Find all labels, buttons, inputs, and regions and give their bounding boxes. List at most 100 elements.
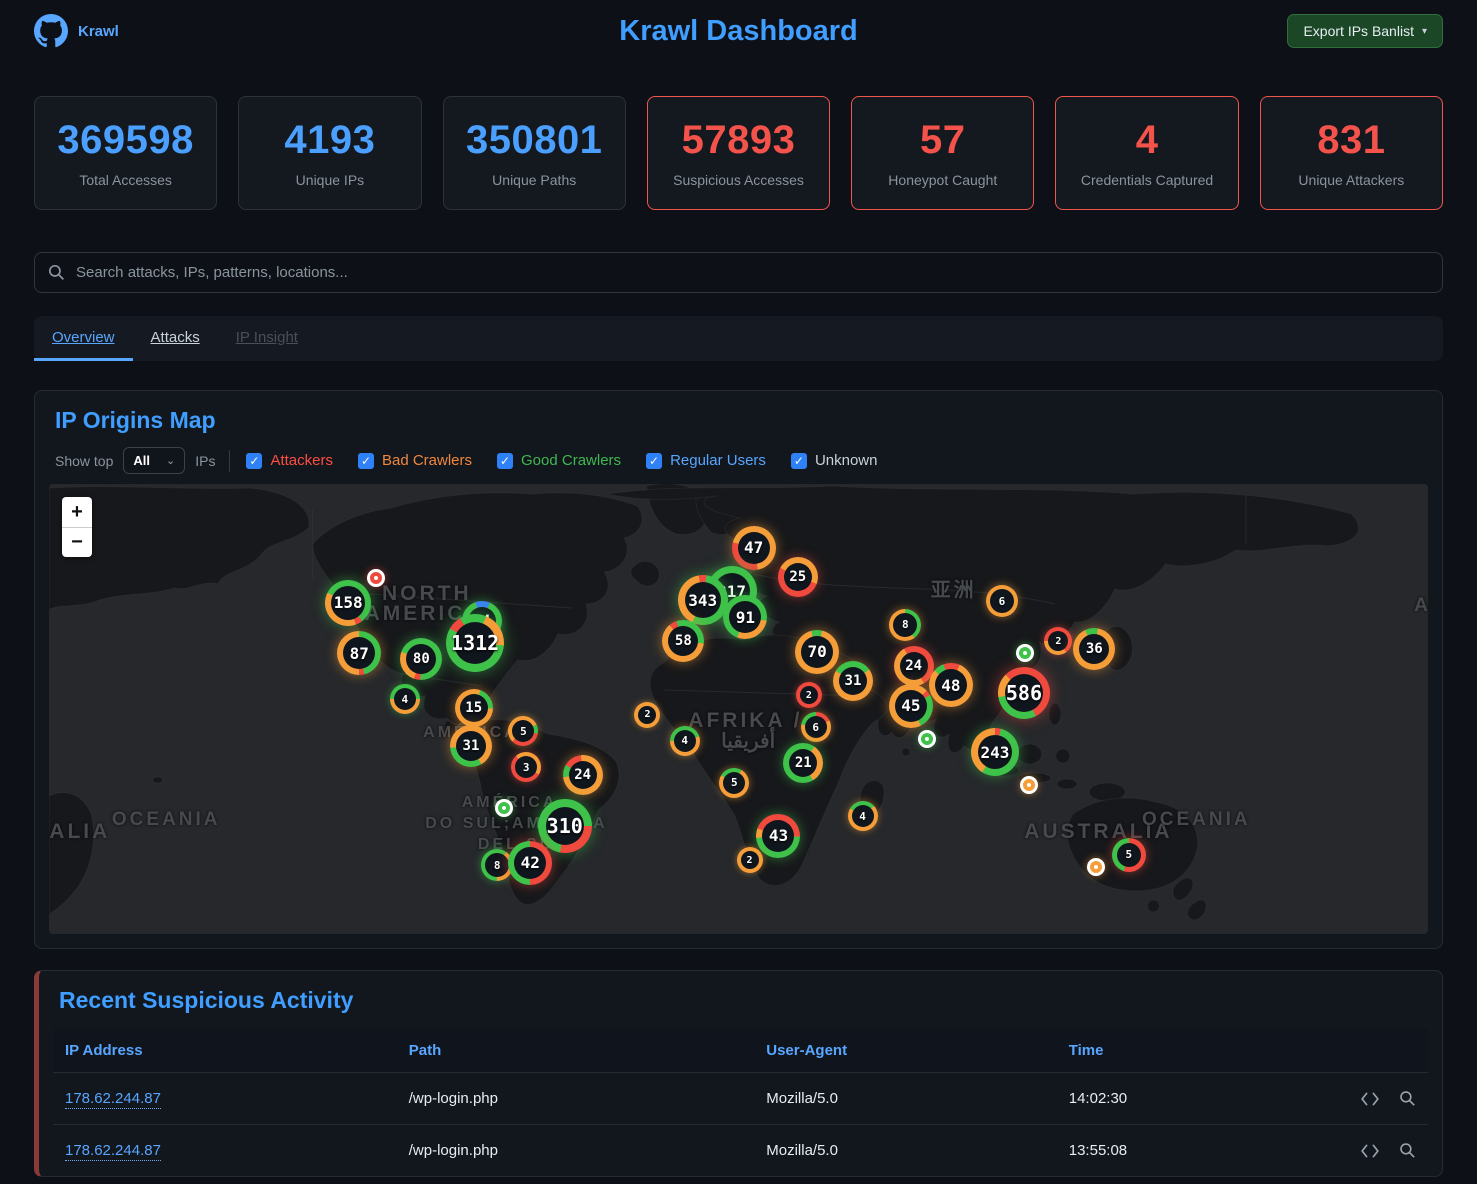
checkbox-checked-icon[interactable]: ✓ — [790, 452, 807, 469]
inspect-icon[interactable] — [1399, 1142, 1416, 1159]
ip-cluster-marker[interactable]: 4 — [669, 725, 700, 756]
ip-cluster-marker[interactable]: 5 — [719, 767, 750, 798]
tab-overview[interactable]: Overview — [34, 316, 133, 361]
ip-cluster-marker[interactable]: 8 — [481, 849, 514, 882]
checkbox-checked-icon[interactable]: ✓ — [497, 452, 514, 469]
ip-cluster-marker[interactable]: 2 — [736, 847, 763, 874]
tab-ip-insight[interactable]: IP Insight — [235, 328, 298, 346]
column-header-actions — [1291, 1029, 1429, 1073]
single-ip-marker[interactable] — [366, 569, 385, 588]
ip-cluster-marker[interactable]: 25 — [777, 557, 818, 598]
ip-cluster-marker[interactable]: 2 — [1044, 627, 1073, 656]
time-cell: 14:02:30 — [1056, 1072, 1291, 1125]
ip-cluster-marker[interactable]: 21 — [783, 743, 824, 783]
single-ip-marker-core — [1027, 783, 1032, 788]
checkbox-checked-icon[interactable]: ✓ — [357, 452, 374, 469]
ip-cluster-marker[interactable]: 3 — [511, 752, 542, 783]
ip-cluster-marker[interactable]: 586 — [997, 666, 1050, 719]
stat-card-unique-attackers: 831 Unique Attackers — [1259, 96, 1443, 210]
ip-cluster-marker[interactable]: 58 — [662, 620, 705, 663]
view-code-icon[interactable] — [1361, 1143, 1379, 1159]
legend-item-attackers[interactable]: ✓ Attackers — [246, 452, 333, 469]
ip-cluster-marker[interactable]: 43 — [756, 813, 801, 858]
single-ip-marker[interactable] — [495, 799, 514, 817]
ip-cluster-marker[interactable]: 5 — [508, 716, 539, 747]
ip-cluster-marker[interactable]: 243 — [970, 728, 1019, 777]
single-ip-marker[interactable] — [1086, 857, 1105, 876]
ip-cluster-marker[interactable]: 42 — [508, 840, 553, 885]
single-ip-marker[interactable] — [1020, 776, 1039, 795]
stat-value: 57 — [920, 118, 966, 162]
ip-cluster-count: 21 — [789, 749, 818, 777]
single-ip-marker-core — [502, 806, 507, 810]
ip-cluster-marker[interactable]: 70 — [795, 629, 840, 674]
ip-cluster-marker[interactable]: 24 — [562, 755, 603, 796]
column-header-path: Path — [408, 1042, 442, 1059]
world-map[interactable]: + − NORTHAMERICAAMÉRICAAMÉRICADO SUL;AMÉ… — [49, 484, 1428, 934]
column-header-user-agent: User-Agent — [766, 1042, 848, 1059]
ip-cluster-marker[interactable]: 5 — [1111, 837, 1146, 872]
export-banlist-button[interactable]: Export IPs Banlist ▾ — [1287, 14, 1443, 48]
ip-cluster-marker[interactable]: 2 — [634, 701, 661, 728]
search-input[interactable] — [76, 264, 1429, 281]
ip-cluster-marker[interactable]: 24 — [893, 645, 934, 686]
ip-cluster-marker[interactable]: 36 — [1073, 628, 1116, 671]
view-code-icon[interactable] — [1361, 1091, 1379, 1107]
ip-cluster-marker[interactable]: 158 — [325, 579, 372, 626]
ip-cluster-count: 45 — [894, 689, 927, 722]
legend-item-bad-crawlers[interactable]: ✓ Bad Crawlers — [357, 452, 473, 469]
checkbox-checked-icon[interactable]: ✓ — [646, 452, 663, 469]
ip-cluster-marker[interactable]: 8 — [889, 608, 922, 641]
ip-cluster-marker[interactable]: 31 — [832, 661, 873, 702]
table-header-row: IP Address Path User-Agent Time — [53, 1029, 1428, 1073]
ip-cluster-marker[interactable]: 47 — [731, 525, 776, 570]
zoom-out-button[interactable]: − — [62, 527, 92, 557]
export-banlist-label: Export IPs Banlist — [1303, 23, 1414, 39]
ip-cluster-marker[interactable]: 310 — [537, 799, 592, 853]
ip-cluster-marker[interactable]: 1312 — [446, 613, 505, 672]
single-ip-marker-core — [1023, 651, 1028, 656]
inspect-icon[interactable] — [1399, 1090, 1416, 1107]
ip-cluster-marker[interactable]: 91 — [723, 595, 768, 640]
single-ip-marker-ring — [921, 733, 934, 746]
column-header-ip-address: IP Address — [65, 1042, 143, 1059]
checkbox-checked-icon[interactable]: ✓ — [246, 452, 263, 469]
ip-cluster-marker[interactable]: 48 — [928, 663, 973, 708]
show-top-select[interactable]: All ⌄ — [123, 447, 186, 474]
single-ip-marker[interactable] — [918, 730, 937, 749]
single-ip-marker[interactable] — [1016, 644, 1035, 663]
ip-cluster-marker[interactable]: 6 — [985, 585, 1018, 617]
single-ip-marker-ring — [1023, 779, 1036, 792]
ip-cluster-count: 24 — [568, 761, 597, 790]
zoom-in-button[interactable]: + — [62, 497, 92, 527]
stat-card-total-accesses: 369598 Total Accesses — [34, 96, 218, 210]
ip-cluster-marker[interactable]: 4 — [847, 801, 878, 832]
ip-cluster-marker[interactable]: 15 — [454, 689, 493, 728]
map-region-label: 亚洲 — [930, 579, 977, 602]
ip-cluster-count: 31 — [455, 730, 486, 761]
legend-item-good-crawlers[interactable]: ✓ Good Crawlers — [497, 452, 621, 469]
ip-cluster-marker[interactable]: 2 — [795, 682, 822, 709]
stats-row: 369598 Total Accesses 4193 Unique IPs 350801… — [34, 96, 1443, 210]
single-ip-marker-ring — [1089, 860, 1102, 873]
ip-address-link[interactable]: 178.62.244.87 — [65, 1142, 161, 1161]
ip-cluster-count: 2 — [740, 851, 759, 870]
ip-address-link[interactable]: 178.62.244.87 — [65, 1090, 161, 1109]
single-ip-marker-core — [1093, 864, 1098, 869]
ip-cluster-marker[interactable]: 80 — [400, 638, 443, 681]
ip-cluster-marker[interactable]: 31 — [449, 724, 492, 767]
map-region-label: AUSTRALIA — [1024, 819, 1173, 843]
ip-cluster-count: 15 — [459, 694, 488, 723]
ip-cluster-marker[interactable]: 4 — [389, 684, 420, 715]
ip-cluster-marker[interactable]: 343 — [677, 575, 728, 626]
ip-cluster-marker[interactable]: 6 — [800, 712, 831, 742]
legend-label: Bad Crawlers — [381, 452, 473, 469]
tab-attacks[interactable]: Attacks — [150, 328, 200, 346]
caret-down-icon: ▾ — [1421, 25, 1427, 37]
ip-cluster-marker[interactable]: 45 — [888, 683, 933, 728]
ip-cluster-marker[interactable]: 87 — [337, 631, 382, 676]
legend-item-regular-users[interactable]: ✓ Regular Users — [646, 452, 766, 469]
ip-cluster-count: 5 — [512, 720, 535, 743]
column-header-time: Time — [1068, 1042, 1104, 1059]
legend-item-unknown[interactable]: ✓ Unknown — [790, 452, 877, 469]
